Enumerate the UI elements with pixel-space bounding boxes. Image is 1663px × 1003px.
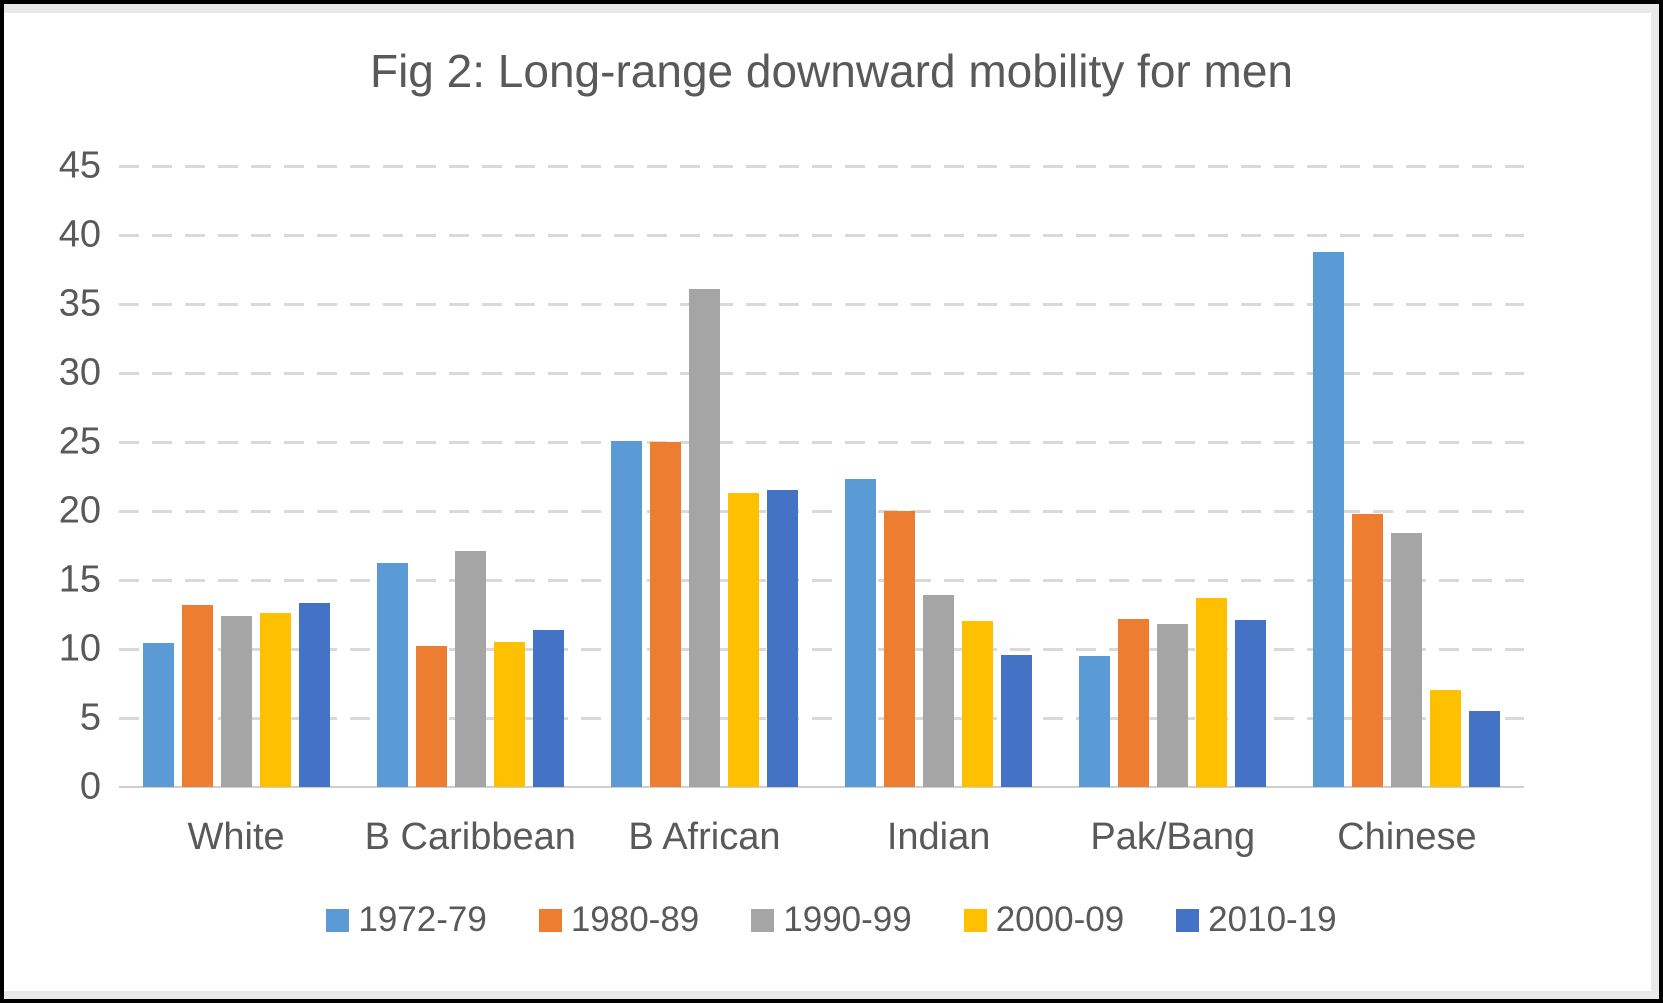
legend-item-2000-09: 2000-09 bbox=[963, 900, 1125, 940]
x-category-label-chinese: Chinese bbox=[1337, 816, 1477, 858]
legend-label-2000-09: 2000-09 bbox=[995, 900, 1125, 939]
bar-2010-19-chinese bbox=[1469, 711, 1501, 787]
bar-1980-89-indian bbox=[884, 511, 916, 787]
y-tick-label-45: 45 bbox=[58, 144, 101, 187]
plot-area: 0 5 10 15 20 25 30 35 40 45 bbox=[59, 145, 1524, 808]
bar-2010-19-white bbox=[298, 603, 330, 787]
gridline-20 bbox=[119, 509, 1524, 513]
bar-1990-99-chinese bbox=[1391, 533, 1423, 787]
bar-2010-19-indian bbox=[1001, 654, 1033, 787]
legend-swatch-icon-1980-89 bbox=[538, 908, 562, 932]
x-category-label-white: White bbox=[187, 816, 285, 858]
legend: 1972-79 1980-89 1990-99 2000-09 2010-19 bbox=[4, 900, 1659, 940]
legend-label-2010-19: 2010-19 bbox=[1208, 900, 1337, 939]
legend-item-1990-99: 1990-99 bbox=[751, 900, 912, 940]
bar-1990-99-b-african bbox=[688, 288, 720, 787]
bar-2000-09-b-caribbean bbox=[493, 642, 525, 787]
bar-1972-79-b-caribbean bbox=[376, 563, 408, 787]
bar-2000-09-indian bbox=[962, 621, 994, 787]
chart-title: Fig 2: Long-range downward mobility for … bbox=[369, 45, 1293, 97]
bar-1980-89-b-african bbox=[649, 442, 681, 787]
x-category-label-pak-bang: Pak/Bang bbox=[1090, 816, 1256, 858]
gridline-25 bbox=[119, 440, 1524, 444]
legend-label-1990-99: 1990-99 bbox=[783, 900, 912, 939]
gridline-15 bbox=[119, 578, 1524, 582]
bar-2000-09-chinese bbox=[1430, 690, 1462, 787]
legend-swatch-icon-2010-19 bbox=[1176, 908, 1200, 932]
bar-2010-19-b-african bbox=[766, 490, 798, 787]
gridline-30 bbox=[119, 371, 1524, 375]
bar-group-b-african bbox=[587, 166, 821, 787]
bar-1980-89-pak-bang bbox=[1118, 618, 1150, 787]
x-category-label-indian: Indian bbox=[886, 816, 991, 858]
gridline-40 bbox=[119, 233, 1524, 237]
legend-item-1980-89: 1980-89 bbox=[538, 900, 700, 940]
y-tick-label-40: 40 bbox=[58, 213, 101, 256]
bar-1990-99-b-caribbean bbox=[454, 551, 486, 787]
legend-swatch-icon-1990-99 bbox=[751, 908, 775, 932]
y-tick-label-25: 25 bbox=[58, 420, 101, 463]
bar-2000-09-pak-bang bbox=[1196, 597, 1228, 787]
y-tick-label-20: 20 bbox=[58, 489, 101, 532]
bar-2010-19-b-caribbean bbox=[532, 629, 564, 787]
legend-swatch-icon-2000-09 bbox=[963, 908, 987, 932]
bar-1980-89-chinese bbox=[1352, 513, 1384, 787]
gridline-45 bbox=[119, 164, 1524, 168]
bar-1972-79-pak-bang bbox=[1079, 655, 1111, 787]
bar-group-b-caribbean bbox=[353, 166, 587, 787]
bar-2000-09-b-african bbox=[727, 493, 759, 787]
x-category-label-b-caribbean: B Caribbean bbox=[364, 816, 576, 858]
x-category-label-b-african: B African bbox=[628, 816, 781, 858]
bar-1990-99-indian bbox=[923, 595, 955, 787]
legend-label-1972-79: 1972-79 bbox=[358, 900, 487, 939]
legend-swatch-icon-1972-79 bbox=[326, 908, 350, 932]
bar-2010-19-pak-bang bbox=[1235, 620, 1267, 787]
y-tick-label-15: 15 bbox=[58, 558, 101, 601]
y-tick-label-10: 10 bbox=[58, 627, 101, 670]
bar-group-pak-bang bbox=[1056, 166, 1290, 787]
bar-1972-79-indian bbox=[845, 479, 877, 787]
x-axis-labels: White B Caribbean B African Indian Pak/Bang C… bbox=[119, 816, 1524, 859]
bar-1972-79-chinese bbox=[1313, 251, 1345, 787]
bar-group-white bbox=[119, 166, 353, 787]
gridline-10 bbox=[119, 647, 1524, 651]
bar-1972-79-white bbox=[142, 643, 174, 787]
x-axis-baseline bbox=[119, 786, 1524, 788]
gridline-5 bbox=[119, 716, 1524, 720]
bar-1990-99-pak-bang bbox=[1157, 624, 1189, 787]
y-tick-label-5: 5 bbox=[79, 696, 101, 739]
y-tick-label-30: 30 bbox=[58, 351, 101, 394]
bar-1980-89-b-caribbean bbox=[415, 646, 447, 787]
bar-2000-09-white bbox=[259, 613, 291, 787]
y-tick-label-0: 0 bbox=[79, 765, 101, 808]
bar-group-indian bbox=[822, 166, 1056, 787]
bar-1972-79-b-african bbox=[610, 440, 642, 787]
bar-1990-99-white bbox=[220, 615, 252, 787]
legend-item-1972-79: 1972-79 bbox=[326, 900, 487, 940]
bar-1980-89-white bbox=[181, 604, 213, 787]
bar-groups bbox=[119, 166, 1524, 787]
bar-group-chinese bbox=[1290, 166, 1524, 787]
gridline-35 bbox=[119, 302, 1524, 306]
legend-item-2010-19: 2010-19 bbox=[1176, 900, 1337, 940]
y-tick-label-35: 35 bbox=[58, 282, 101, 325]
legend-label-1980-89: 1980-89 bbox=[570, 900, 700, 939]
